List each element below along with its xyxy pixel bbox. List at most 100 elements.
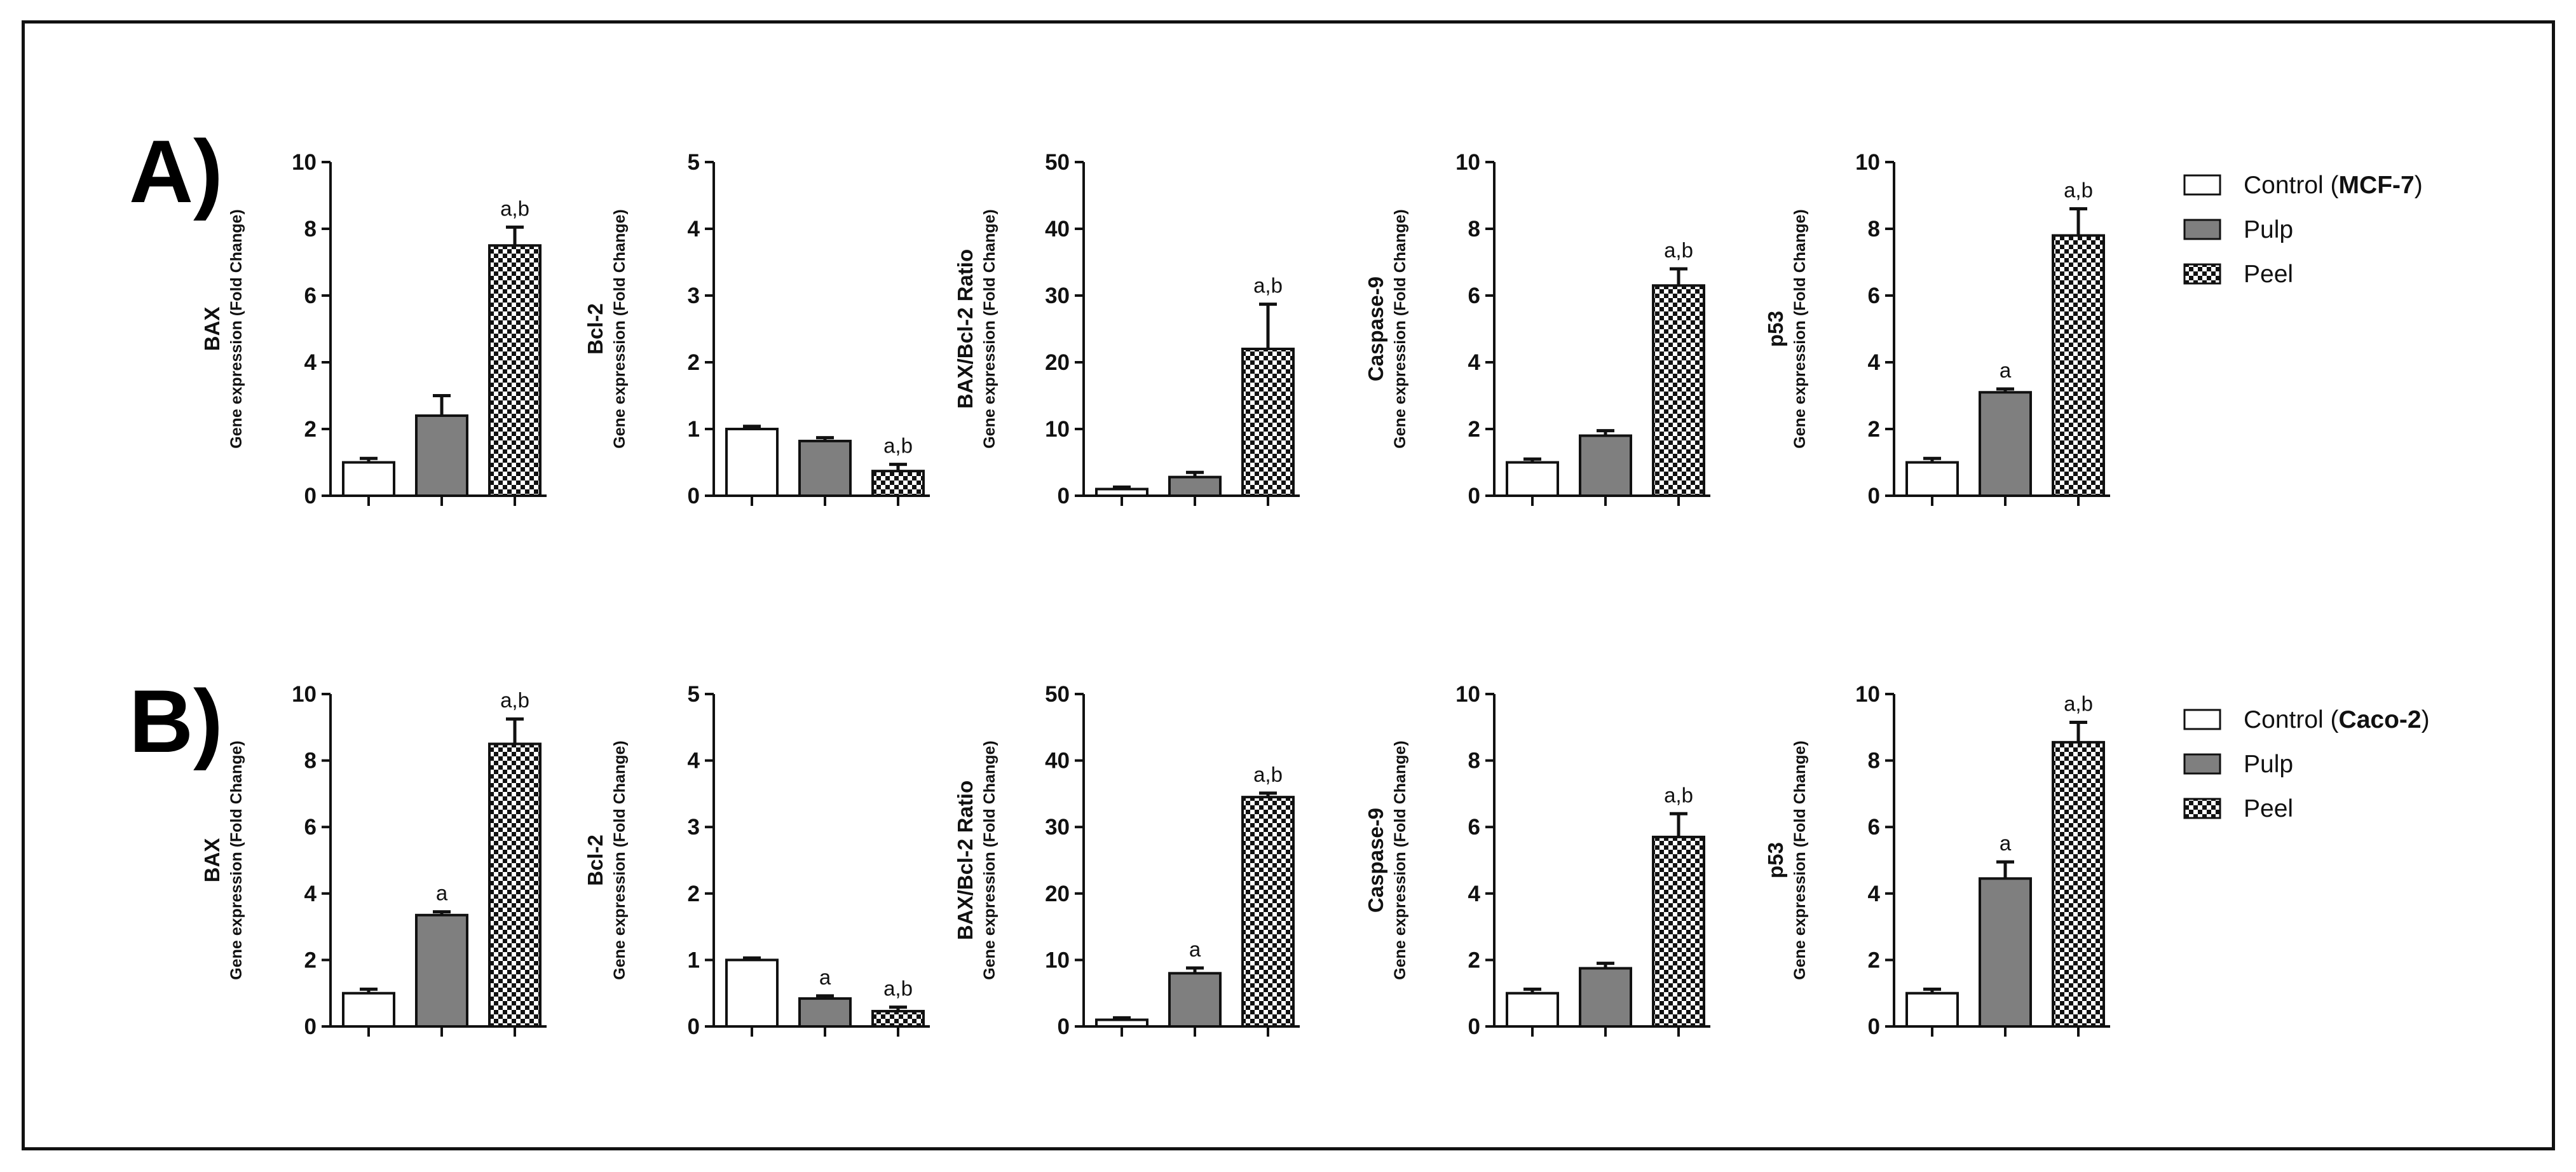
chart-b-p53-y-tick-label: 10 [1855,682,1880,707]
legend-label-pulp: Pulp [2244,216,2293,243]
chart-b-bax-bcl-2-ratio-bar-pulp [1168,972,1222,1028]
chart-a-p53-y-tick-label: 6 [1868,283,1880,308]
chart-a-bax: 0 2 4 6 8 10 BAX Gene expression (Fold Change) a… [200,150,547,508]
chart-b-bax-bcl-2-ratio-bar-control [1095,1018,1148,1028]
legend-swatch-pulp [2183,753,2221,775]
legend-b: Control (Caco-2) Pulp Peel [2183,706,2430,822]
chart-a-caspase-9-y-tick-label: 8 [1468,217,1480,242]
chart-b-bcl-2: 0 1 2 3 4 5 Bcl-2 Gene expression (Fold Change)… [583,682,930,1039]
chart-a-bax-y-tick-label: 2 [304,417,317,442]
legend-swatch-peel [2183,263,2221,285]
chart-a-bax-bcl-2-ratio: 0 10 20 30 40 50 BAX/Bcl-2 Ratio Gene expressio… [953,150,1300,508]
chart-a-p53-y-tick-label: 0 [1868,484,1880,508]
chart-a-p53-annotation-pulp: a [2000,358,2012,382]
chart-b-p53-annotation-pulp: a [2000,831,2012,855]
chart-a-bax-bcl-2-ratio-y-tick-label: 0 [1058,484,1070,508]
chart-a-bax-bcl-2-ratio-bar-control [1095,487,1148,497]
chart-a-p53-bar-pulp [1979,391,2032,497]
chart-a-p53-y-tick-label: 10 [1855,150,1880,175]
chart-a-bax-y-tick-label: 0 [304,484,317,508]
chart-b-bax-bar-pulp [415,913,468,1028]
chart-a-bax-y-tick-label: 8 [304,217,317,242]
chart-b-caspase-9-y-tick-label: 10 [1455,682,1480,707]
chart-b-bcl-2-annotation-peel: a,b [883,977,913,1000]
chart-a-bax-bar-pulp [415,414,468,497]
chart-a-bax-bcl-2-ratio-y-tick-label: 50 [1045,150,1070,175]
panel-label-a: A) [129,121,223,221]
chart-a-p53-gene-label: p53 [1764,311,1787,347]
legend-a: Control (MCF-7) Pulp Peel [2183,172,2423,288]
chart-b-bcl-2-y-tick-label: 1 [688,948,700,972]
chart-b-bax-y-tick-label: 8 [304,749,317,773]
chart-b-bcl-2-annotation-pulp: a [819,965,831,989]
chart-b-bax-y-tick-label: 0 [304,1014,317,1039]
legend-label-control: Control (MCF-7) [2244,172,2423,199]
figure-frame [22,20,2555,1150]
chart-b-bax: 0 2 4 6 8 10 BAX Gene expression (Fold Change) a… [200,682,547,1039]
chart-a-bcl-2-bar-peel [871,470,925,498]
chart-b-bcl-2-y-tick-label: 3 [688,815,700,840]
chart-a-p53-y-tick-label: 2 [1868,417,1880,442]
chart-a-bax-annotation-peel: a,b [500,196,529,220]
chart-a-bcl-2-y-tick-label: 0 [688,484,700,508]
chart-a-bcl-2-ylabel: Gene expression (Fold Change) [611,209,629,448]
chart-b-p53-bar-peel [2052,740,2105,1028]
chart-b-bax-bcl-2-ratio-y-tick-label: 10 [1045,948,1070,972]
chart-b-p53-ylabel: Gene expression (Fold Change) [1791,740,1809,979]
chart-a-caspase-9-bar-peel [1652,284,1705,497]
chart-b-p53-bar-control [1905,991,1959,1028]
chart-b-bcl-2-bar-pulp [798,997,852,1028]
legend-label-pulp: Pulp [2244,751,2293,778]
chart-b-bax-bcl-2-ratio-annotation-pulp: a [1189,937,1201,961]
legend-swatch-pulp [2183,219,2221,240]
chart-b-p53-y-tick-label: 4 [1868,882,1881,906]
chart-b-p53-gene-label: p53 [1764,842,1787,878]
chart-b-caspase-9-annotation-peel: a,b [1664,783,1693,807]
chart-b-caspase-9-bar-peel [1652,835,1705,1028]
chart-a-bax-bar-control [342,461,395,497]
chart-b-p53-annotation-peel: a,b [2064,692,2093,715]
chart-a-bcl-2: 0 1 2 3 4 5 Bcl-2 Gene expression (Fold Change)… [583,150,930,508]
chart-b-bcl-2-y-tick-label: 5 [688,682,700,707]
chart-a-caspase-9-y-tick-label: 0 [1468,484,1480,508]
chart-b-bax-y-tick-label: 10 [292,682,317,707]
chart-a-bcl-2-annotation-peel: a,b [883,434,913,458]
chart-a-caspase-9: 0 2 4 6 8 10 Caspase-9 Gene expression (Fold Ch… [1364,150,1710,508]
chart-a-bax-y-tick-label: 6 [304,283,317,308]
chart-a-caspase-9-y-tick-label: 4 [1468,350,1481,375]
chart-a-p53-bar-peel [2052,234,2105,497]
chart-b-p53-y-tick-label: 6 [1868,815,1880,840]
chart-b-bax-bcl-2-ratio-ylabel: Gene expression (Fold Change) [981,740,998,979]
chart-a-caspase-9-annotation-peel: a,b [1664,238,1693,262]
chart-a-bcl-2-bar-control [725,428,779,497]
chart-b-bax-gene-label: BAX [200,838,224,883]
chart-b-bax-y-tick-label: 2 [304,948,317,972]
chart-a-bax-bcl-2-ratio-y-tick-label: 20 [1045,350,1070,375]
chart-a-bcl-2-y-tick-label: 2 [688,350,700,375]
chart-b-caspase-9-gene-label: Caspase-9 [1364,808,1387,913]
chart-b-caspase-9-y-tick-label: 4 [1468,882,1481,906]
chart-a-bax-ylabel: Gene expression (Fold Change) [228,209,245,448]
chart-b-caspase-9-bar-pulp [1579,967,1632,1028]
chart-b-p53-y-tick-label: 8 [1868,749,1880,773]
chart-a-caspase-9-bar-control [1506,461,1559,497]
chart-a-bcl-2-y-tick-label: 5 [688,150,700,175]
chart-b-bax-bar-peel [488,742,542,1028]
chart-b-bcl-2-y-tick-label: 4 [688,749,700,773]
chart-a-p53-ylabel: Gene expression (Fold Change) [1791,209,1809,448]
chart-a-bax-bcl-2-ratio-y-tick-label: 40 [1045,217,1070,242]
chart-b-caspase-9-ylabel: Gene expression (Fold Change) [1391,740,1409,979]
chart-a-caspase-9-y-tick-label: 6 [1468,283,1480,308]
chart-b-bax-bcl-2-ratio: 0 10 20 30 40 50 BAX/Bcl-2 Ratio Gene expressio… [953,682,1300,1039]
chart-b-caspase-9: 0 2 4 6 8 10 Caspase-9 Gene expression (Fold Ch… [1364,682,1710,1039]
chart-b-bax-bcl-2-ratio-gene-label: BAX/Bcl-2 Ratio [953,780,977,940]
chart-b-bax-bcl-2-ratio-y-tick-label: 30 [1045,815,1070,840]
legend-swatch-peel [2183,798,2221,819]
chart-a-caspase-9-y-tick-label: 2 [1468,417,1480,442]
legend-label-peel: Peel [2244,261,2293,288]
chart-b-bax-annotation-pulp: a [436,882,448,905]
legends-layer: Control (MCF-7) Pulp Peel Control (Caco-2) P… [2183,172,2430,822]
chart-b-caspase-9-y-tick-label: 8 [1468,749,1480,773]
chart-a-bax-bcl-2-ratio-y-tick-label: 10 [1045,417,1070,442]
